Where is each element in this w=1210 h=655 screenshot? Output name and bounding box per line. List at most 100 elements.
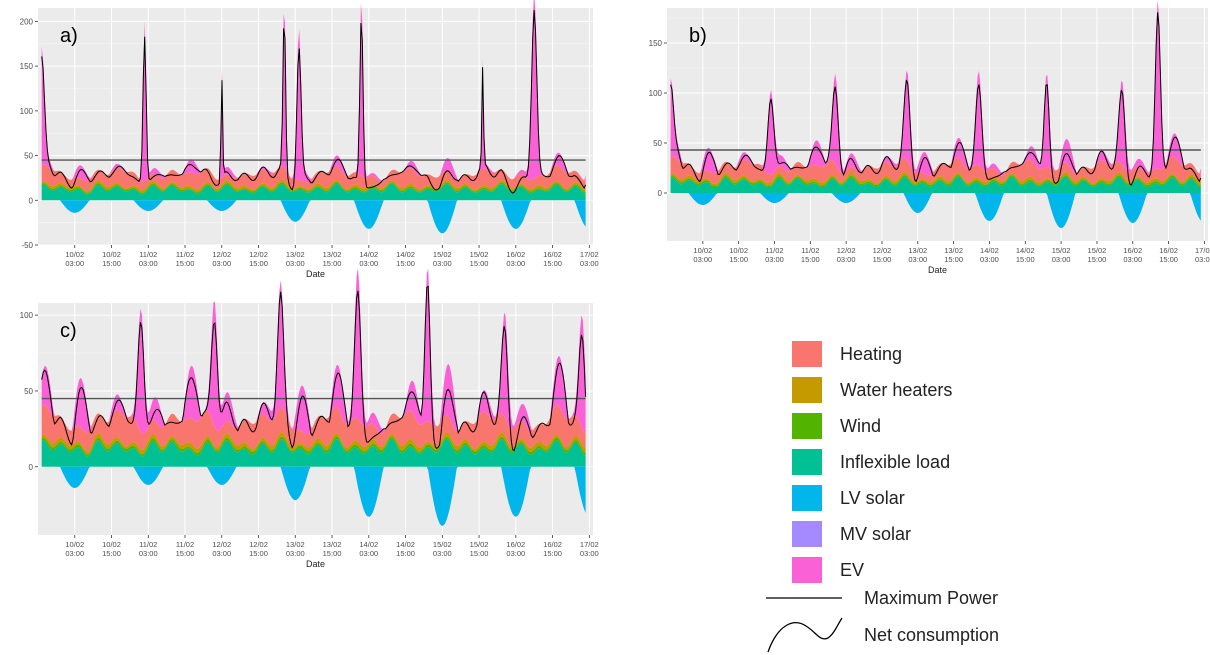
net-consumption-line [41,10,587,194]
y-tick-label: 50 [24,387,33,396]
x-tick-label: 10/02 03:00 [693,246,712,264]
x-tick-label: 13/02 03:00 [286,540,305,558]
x-tick-label: 15/02 15:00 [470,250,489,268]
chart-panel-b: 0 50 100 150 10/02 03:00 10/02 15:00 11/02 03:00 1… [649,0,1210,275]
water-heaters-area [41,432,586,455]
y-tick-label: 100 [20,107,34,116]
x-tick-label: 13/02 15:00 [944,246,963,264]
y-tick-label: 0 [29,196,34,205]
legend-swatch-ev [792,557,822,583]
wind-area [41,182,586,195]
legend-label-ev: EV [840,559,865,580]
x-tick-label: 10/02 03:00 [65,250,84,268]
legend-label-lv-solar: LV solar [840,487,905,508]
x-tick-label: 15/02 03:00 [1052,246,1071,264]
x-tick-label: 16/02 03:00 [506,540,525,558]
legend-swatch-water-heaters [792,377,822,403]
maximum-power-line-icon [766,597,842,599]
water-heaters-area [41,179,586,194]
heating-area [41,404,586,452]
legend-item-water-heaters: Water heaters [740,375,952,405]
legend-label-maximum-power: Maximum Power [864,587,999,608]
water-heaters-area [670,172,1201,186]
x-tick-label: 13/02 15:00 [323,540,342,558]
x-tick-label: 16/02 15:00 [1159,246,1178,264]
legend-item-lv-solar: LV solar [740,483,905,513]
plot-background [38,8,593,245]
panel-label: c) [60,320,77,342]
y-tick-label: 200 [20,17,34,26]
legend-label-mv-solar: MV solar [840,523,912,544]
x-tick-label: 10/02 03:00 [65,540,84,558]
x-tick-label: 14/02 15:00 [1016,246,1035,264]
x-tick-label: 14/02 03:00 [980,246,999,264]
ev-area [41,0,586,183]
x-tick-label: 14/02 03:00 [359,250,378,268]
x-tick-label: 14/02 15:00 [396,250,415,268]
inflexible-load-area [41,438,586,467]
y-tick-label: 0 [29,463,34,472]
x-axis-label: Date [928,265,947,275]
panel-label: a) [60,25,78,47]
lv-solar-area [41,466,586,526]
y-tick-label: 100 [649,89,663,98]
x-tick-label: 16/02 15:00 [543,250,562,268]
legend-item-maximum-power: Maximum Power [740,583,998,613]
inflexible-load-area [670,176,1201,193]
x-tick-label: 16/02 03:00 [506,250,525,268]
x-tick-label: 14/02 03:00 [359,540,378,558]
legend-swatch-mv-solar [792,521,822,547]
legend-item-mv-solar: MV solar [740,519,911,549]
x-tick-label: 12/02 03:00 [212,250,231,268]
x-tick-label: 11/02 03:00 [765,246,784,264]
y-tick-label: -50 [21,241,33,250]
legend-label-net-consumption: Net consumption [864,624,1000,645]
x-tick-label: 12/02 03:00 [837,246,856,264]
wind-area [41,436,586,457]
legend-label-wind: Wind [840,415,882,436]
legend-swatch-lv-solar [792,485,822,511]
y-tick-label: 150 [649,39,663,48]
lv-solar-area [41,200,586,234]
net-consumption-line [41,285,587,452]
lv-solar-area [670,193,1201,228]
x-tick-label: 10/02 15:00 [102,250,121,268]
legend-item-net-consumption: Net consumption [740,615,999,655]
x-tick-label: 13/02 03:00 [908,246,927,264]
x-tick-label: 15/02 03:00 [433,250,452,268]
chart-panel-c: 0 50 100 10/02 03:00 10/02 15:00 11/02 03:00 11/0… [20,268,599,569]
inflexible-load-area [41,183,586,201]
y-tick-label: 100 [20,311,34,320]
x-tick-label: 16/02 15:00 [543,540,562,558]
x-tick-label: 11/02 15:00 [801,246,820,264]
legend-swatch-inflexible-load [792,449,822,475]
x-tick-label: 13/02 15:00 [323,250,342,268]
panel-label: b) [689,25,707,47]
legend-item-ev: EV [740,555,864,585]
x-tick-label: 11/02 15:00 [176,540,195,558]
legend-item-inflexible-load: Inflexible load [740,447,950,477]
x-tick-label: 11/02 03:00 [139,250,158,268]
net-consumption-line [670,12,1202,186]
x-tick-label: 13/02 03:00 [286,250,305,268]
legend-item-wind: Wind [740,411,881,441]
heating-area [670,156,1201,184]
x-tick-label: 10/02 15:00 [729,246,748,264]
x-tick-label: 14/02 15:00 [396,540,415,558]
x-tick-label: 12/02 03:00 [212,540,231,558]
legend-swatch-heating [792,341,822,367]
y-tick-label: 0 [658,189,663,198]
y-tick-label: 50 [24,152,33,161]
y-tick-label: 150 [20,62,34,71]
wind-area [670,174,1201,187]
x-tick-label: 12/02 15:00 [249,250,268,268]
chart-panel-a: -50 0 50 100 150 200 10/02 03:00 10/02 15:00 11/02… [20,0,599,279]
x-tick-label: 12/02 15:00 [249,540,268,558]
x-tick-label: 15/02 03:00 [433,540,452,558]
x-tick-label: 15/02 15:00 [470,540,489,558]
x-tick-label: 15/02 15:00 [1088,246,1107,264]
legend-item-heating: Heating [740,339,902,369]
